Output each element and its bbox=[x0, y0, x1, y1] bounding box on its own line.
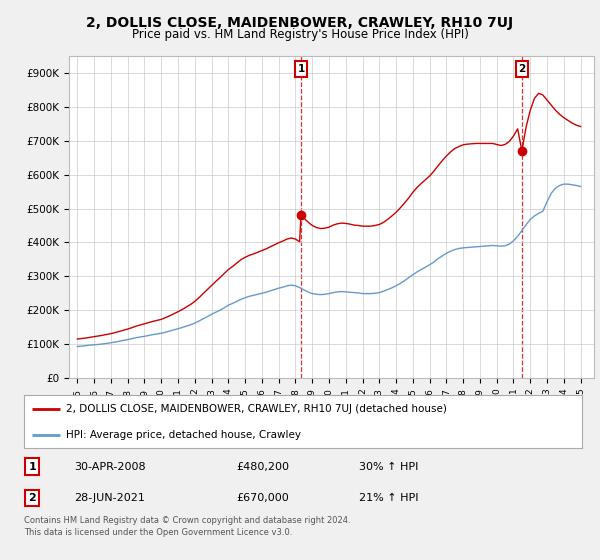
Text: This data is licensed under the Open Government Licence v3.0.: This data is licensed under the Open Gov… bbox=[24, 528, 292, 536]
Text: 30% ↑ HPI: 30% ↑ HPI bbox=[359, 461, 418, 472]
Text: Contains HM Land Registry data © Crown copyright and database right 2024.: Contains HM Land Registry data © Crown c… bbox=[24, 516, 350, 525]
Text: Price paid vs. HM Land Registry's House Price Index (HPI): Price paid vs. HM Land Registry's House … bbox=[131, 28, 469, 41]
Text: 2, DOLLIS CLOSE, MAIDENBOWER, CRAWLEY, RH10 7UJ: 2, DOLLIS CLOSE, MAIDENBOWER, CRAWLEY, R… bbox=[86, 16, 514, 30]
Text: 1: 1 bbox=[28, 461, 36, 472]
Text: £480,200: £480,200 bbox=[236, 461, 289, 472]
Text: 2: 2 bbox=[28, 493, 36, 503]
Text: 28-JUN-2021: 28-JUN-2021 bbox=[74, 493, 145, 503]
Text: HPI: Average price, detached house, Crawley: HPI: Average price, detached house, Craw… bbox=[66, 430, 301, 440]
Text: £670,000: £670,000 bbox=[236, 493, 289, 503]
Text: 1: 1 bbox=[298, 64, 305, 74]
Text: 2, DOLLIS CLOSE, MAIDENBOWER, CRAWLEY, RH10 7UJ (detached house): 2, DOLLIS CLOSE, MAIDENBOWER, CRAWLEY, R… bbox=[66, 404, 447, 414]
Text: 2: 2 bbox=[518, 64, 526, 74]
Text: 30-APR-2008: 30-APR-2008 bbox=[74, 461, 146, 472]
Text: 21% ↑ HPI: 21% ↑ HPI bbox=[359, 493, 418, 503]
